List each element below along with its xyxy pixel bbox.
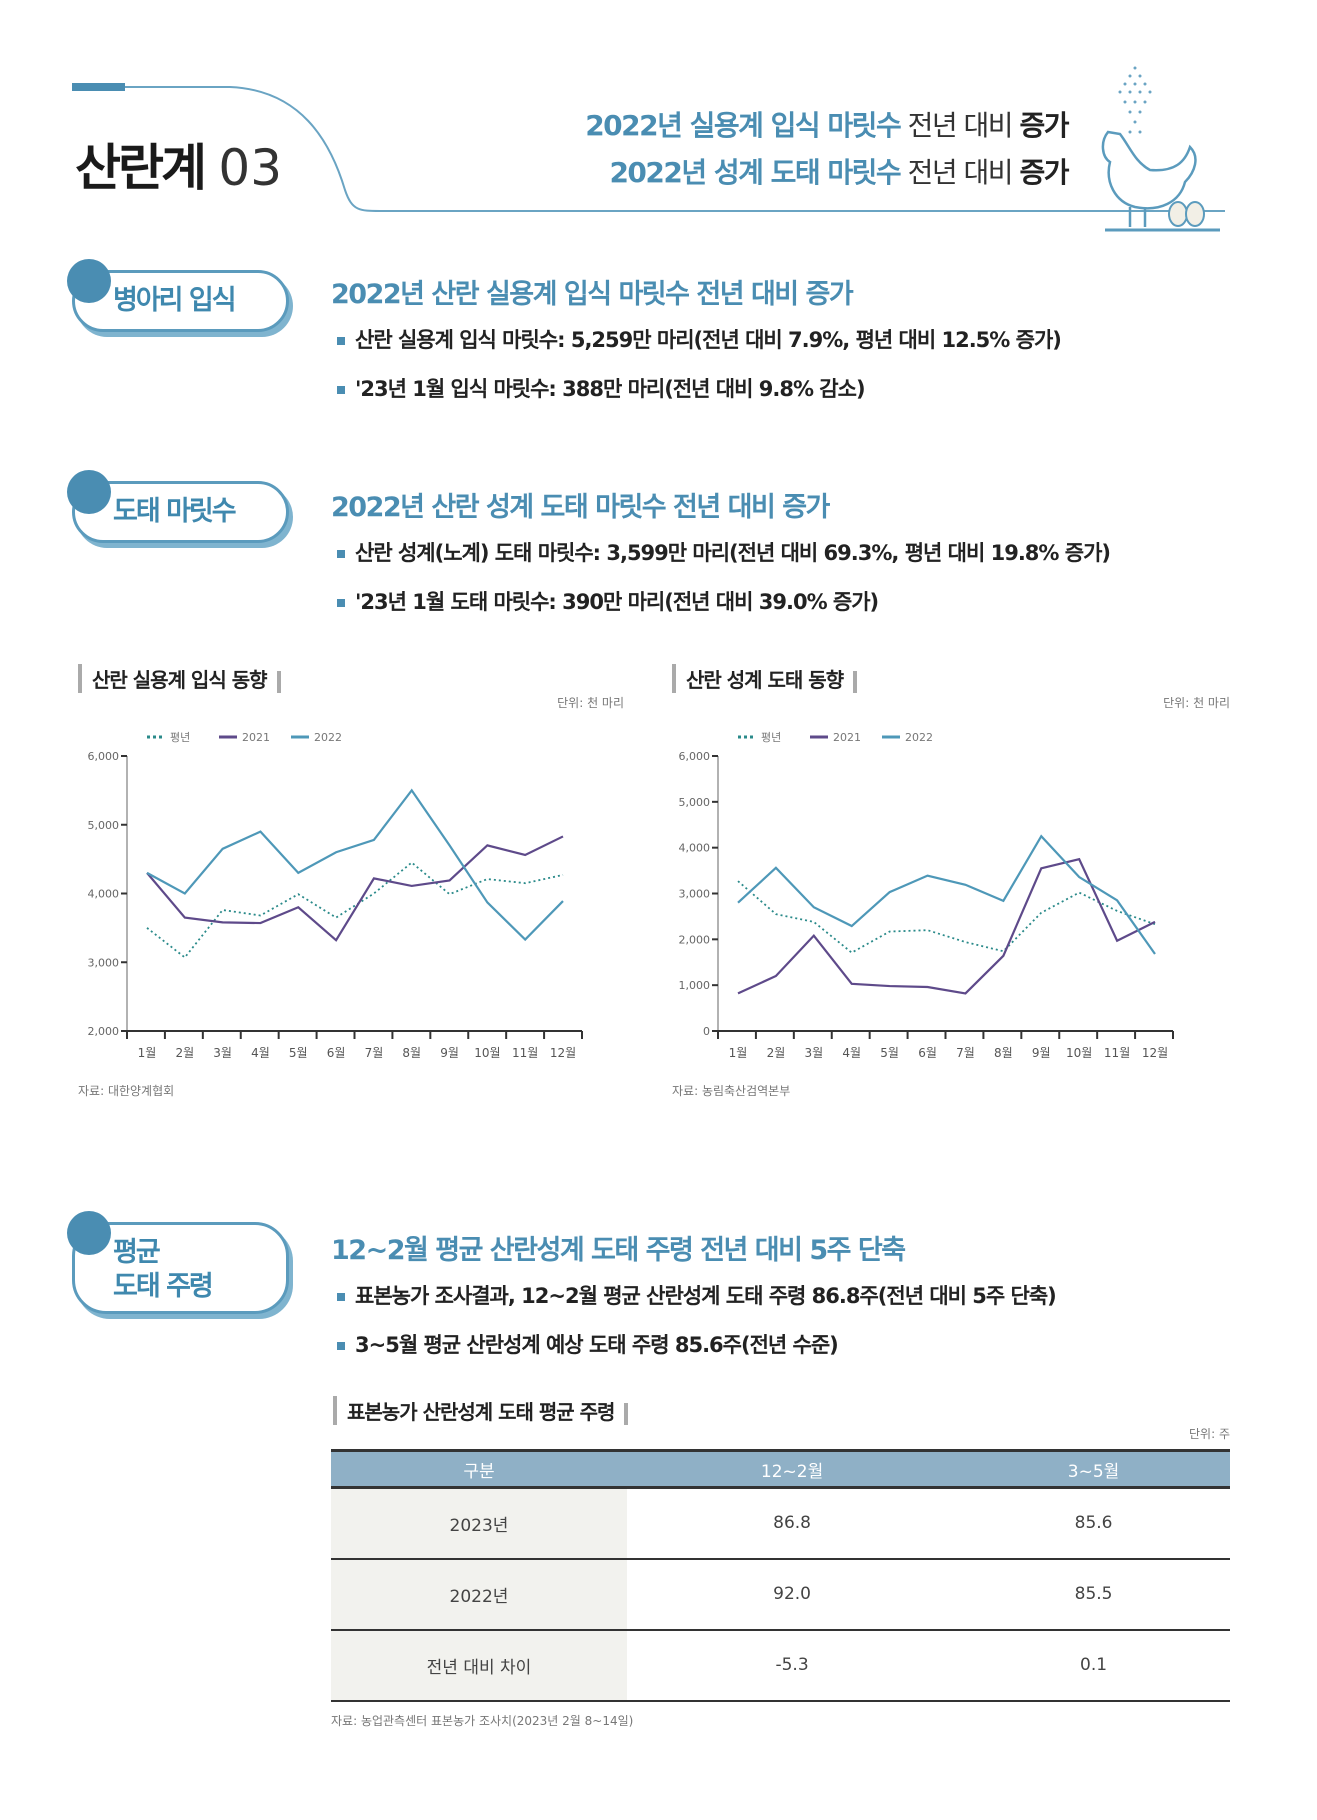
chicken-head-icon	[67, 259, 111, 303]
culling-line-chart: 0 1,000 2,000 3,000 4,000 5,000 6,000 1월 2월 3월 4월 5…	[679, 731, 1174, 1060]
x-tick-label: 12월	[1142, 1046, 1168, 1060]
cell: -5.3	[627, 1629, 958, 1702]
chart-source: 자료: 농림축산검역본부	[672, 1084, 791, 1098]
x-tick-label: 7월	[956, 1046, 975, 1060]
chart-source: 자료: 대한양계협회	[78, 1084, 175, 1098]
badge-culling-count: 도태 마릿수	[67, 470, 289, 543]
x-tick-label: 4월	[842, 1046, 861, 1060]
column-header: 구분	[331, 1449, 627, 1489]
table-row: 2023년 86.8 85.6	[331, 1487, 1230, 1560]
x-tick-label: 6월	[327, 1046, 346, 1060]
chicken-with-eggs-icon	[1101, 66, 1220, 232]
headline-1: 2022년 실용계 입식 마릿수 전년 대비 증가	[585, 109, 1069, 142]
x-tick-label: 3월	[804, 1046, 823, 1060]
cell: 0.1	[957, 1629, 1230, 1702]
chicken-head-icon	[67, 470, 111, 514]
y-tick-label: 2,000	[679, 933, 711, 946]
bullet-item: '23년 1월 입식 마릿수: 388만 마리(전년 대비 9.8% 감소)	[337, 373, 866, 403]
x-tick-label: 10월	[474, 1046, 500, 1060]
legend-label: 2022	[314, 731, 342, 744]
x-tick-label: 2월	[767, 1046, 786, 1060]
badge-chick-placement: 병아리 입식	[67, 259, 289, 332]
page-title: 산란계 03	[75, 139, 283, 197]
headline-2: 2022년 성계 도태 마릿수 전년 대비 증가	[609, 156, 1069, 189]
legend-label: 평년	[170, 731, 190, 744]
row-label: 2023년	[331, 1487, 627, 1560]
y-tick-label: 4,000	[88, 888, 120, 901]
x-tick-label: 3월	[213, 1046, 232, 1060]
cell: 86.8	[627, 1487, 958, 1560]
x-tick-label: 1월	[138, 1046, 157, 1060]
bullet-item: '23년 1월 도태 마릿수: 390만 마리(전년 대비 39.0% 증가)	[337, 586, 879, 616]
legend-label: 평년	[761, 731, 781, 744]
chart-title: 산란 성계 도태 동향	[672, 664, 867, 693]
x-tick-label: 12월	[550, 1046, 576, 1060]
x-tick-label: 4월	[251, 1046, 270, 1060]
y-tick-label: 0	[703, 1025, 710, 1038]
y-tick-label: 2,000	[88, 1025, 120, 1038]
x-tick-label: 7월	[365, 1046, 384, 1060]
table-row: 2022년 92.0 85.5	[331, 1558, 1230, 1631]
row-label: 2022년	[331, 1558, 627, 1631]
x-tick-label: 11월	[1104, 1046, 1130, 1060]
y-tick-label: 6,000	[88, 750, 120, 763]
x-tick-label: 8월	[994, 1046, 1013, 1060]
chicken-head-icon	[67, 1211, 111, 1255]
culling-age-table: 구분 12~2월 3~5월 2023년 86.8 85.6 2022년 92.0 85.…	[331, 1449, 1230, 1702]
column-header: 3~5월	[957, 1449, 1230, 1489]
cell: 85.6	[957, 1487, 1230, 1560]
bullet-item: 산란 실용계 입식 마릿수: 5,259만 마리(전년 대비 7.9%, 평년 …	[337, 324, 1062, 354]
y-tick-label: 5,000	[88, 819, 120, 832]
cell: 85.5	[957, 1558, 1230, 1631]
table-source: 자료: 농업관측센터 표본농가 조사치(2023년 2월 8~14일)	[331, 1714, 634, 1728]
bullet-item: 3~5월 평균 산란성계 예상 도태 주령 85.6주(전년 수준)	[337, 1329, 839, 1359]
x-tick-label: 6월	[918, 1046, 937, 1060]
series-line-2022	[737, 834, 1156, 955]
table-unit: 단위: 주	[1189, 1427, 1230, 1441]
x-tick-label: 2월	[175, 1046, 194, 1060]
y-tick-label: 3,000	[679, 888, 711, 901]
y-tick-label: 1,000	[679, 979, 711, 992]
chick-placement-line-chart: 2,000 3,000 4,000 5,000 6,000 1월 2월 3월 4월 5월 6월 7월 8…	[88, 731, 583, 1060]
header-accent-bar	[72, 83, 125, 91]
header-curve-line	[125, 86, 1225, 212]
x-tick-label: 10월	[1066, 1046, 1092, 1060]
x-tick-label: 9월	[440, 1046, 459, 1060]
y-tick-label: 4,000	[679, 842, 711, 855]
bullet-item: 표본농가 조사결과, 12~2월 평균 산란성계 도태 주령 86.8주(전년 …	[337, 1280, 1057, 1310]
legend-label: 2021	[833, 731, 861, 744]
section-heading: 2022년 산란 실용계 입식 마릿수 전년 대비 증가	[331, 279, 854, 310]
chart-unit: 단위: 천 마리	[557, 696, 624, 710]
y-tick-label: 6,000	[679, 750, 711, 763]
x-tick-label: 8월	[402, 1046, 421, 1060]
x-tick-label: 1월	[729, 1046, 748, 1060]
x-tick-label: 11월	[512, 1046, 538, 1060]
section-heading: 2022년 산란 성계 도태 마릿수 전년 대비 증가	[331, 492, 830, 523]
header-decoration	[72, 83, 1225, 212]
series-line-2021	[146, 835, 564, 942]
table-header-row: 구분 12~2월 3~5월	[331, 1449, 1230, 1489]
badge-average-culling-age: 평균 도태 주령	[67, 1211, 289, 1314]
y-tick-label: 5,000	[679, 796, 711, 809]
legend-label: 2022	[905, 731, 933, 744]
bullet-item: 산란 성계(노계) 도태 마릿수: 3,599만 마리(전년 대비 69.3%,…	[337, 537, 1111, 567]
y-tick-label: 3,000	[88, 956, 120, 969]
cell: 92.0	[627, 1558, 958, 1631]
column-header: 12~2월	[627, 1449, 958, 1489]
series-line-평년	[737, 880, 1156, 954]
series-line-2021	[737, 857, 1156, 995]
chart-unit: 단위: 천 마리	[1163, 696, 1230, 710]
table-row: 전년 대비 차이 -5.3 0.1	[331, 1629, 1230, 1702]
chart-title: 산란 실용계 입식 동향	[78, 664, 291, 693]
legend-label: 2021	[242, 731, 270, 744]
x-tick-label: 5월	[880, 1046, 899, 1060]
table-title: 표본농가 산란성계 도태 평균 주령	[333, 1396, 638, 1425]
x-tick-label: 9월	[1032, 1046, 1051, 1060]
x-tick-label: 5월	[289, 1046, 308, 1060]
series-line-2022	[146, 788, 564, 942]
section-heading: 12~2월 평균 산란성계 도태 주령 전년 대비 5주 단축	[331, 1235, 906, 1266]
row-label: 전년 대비 차이	[331, 1629, 627, 1702]
